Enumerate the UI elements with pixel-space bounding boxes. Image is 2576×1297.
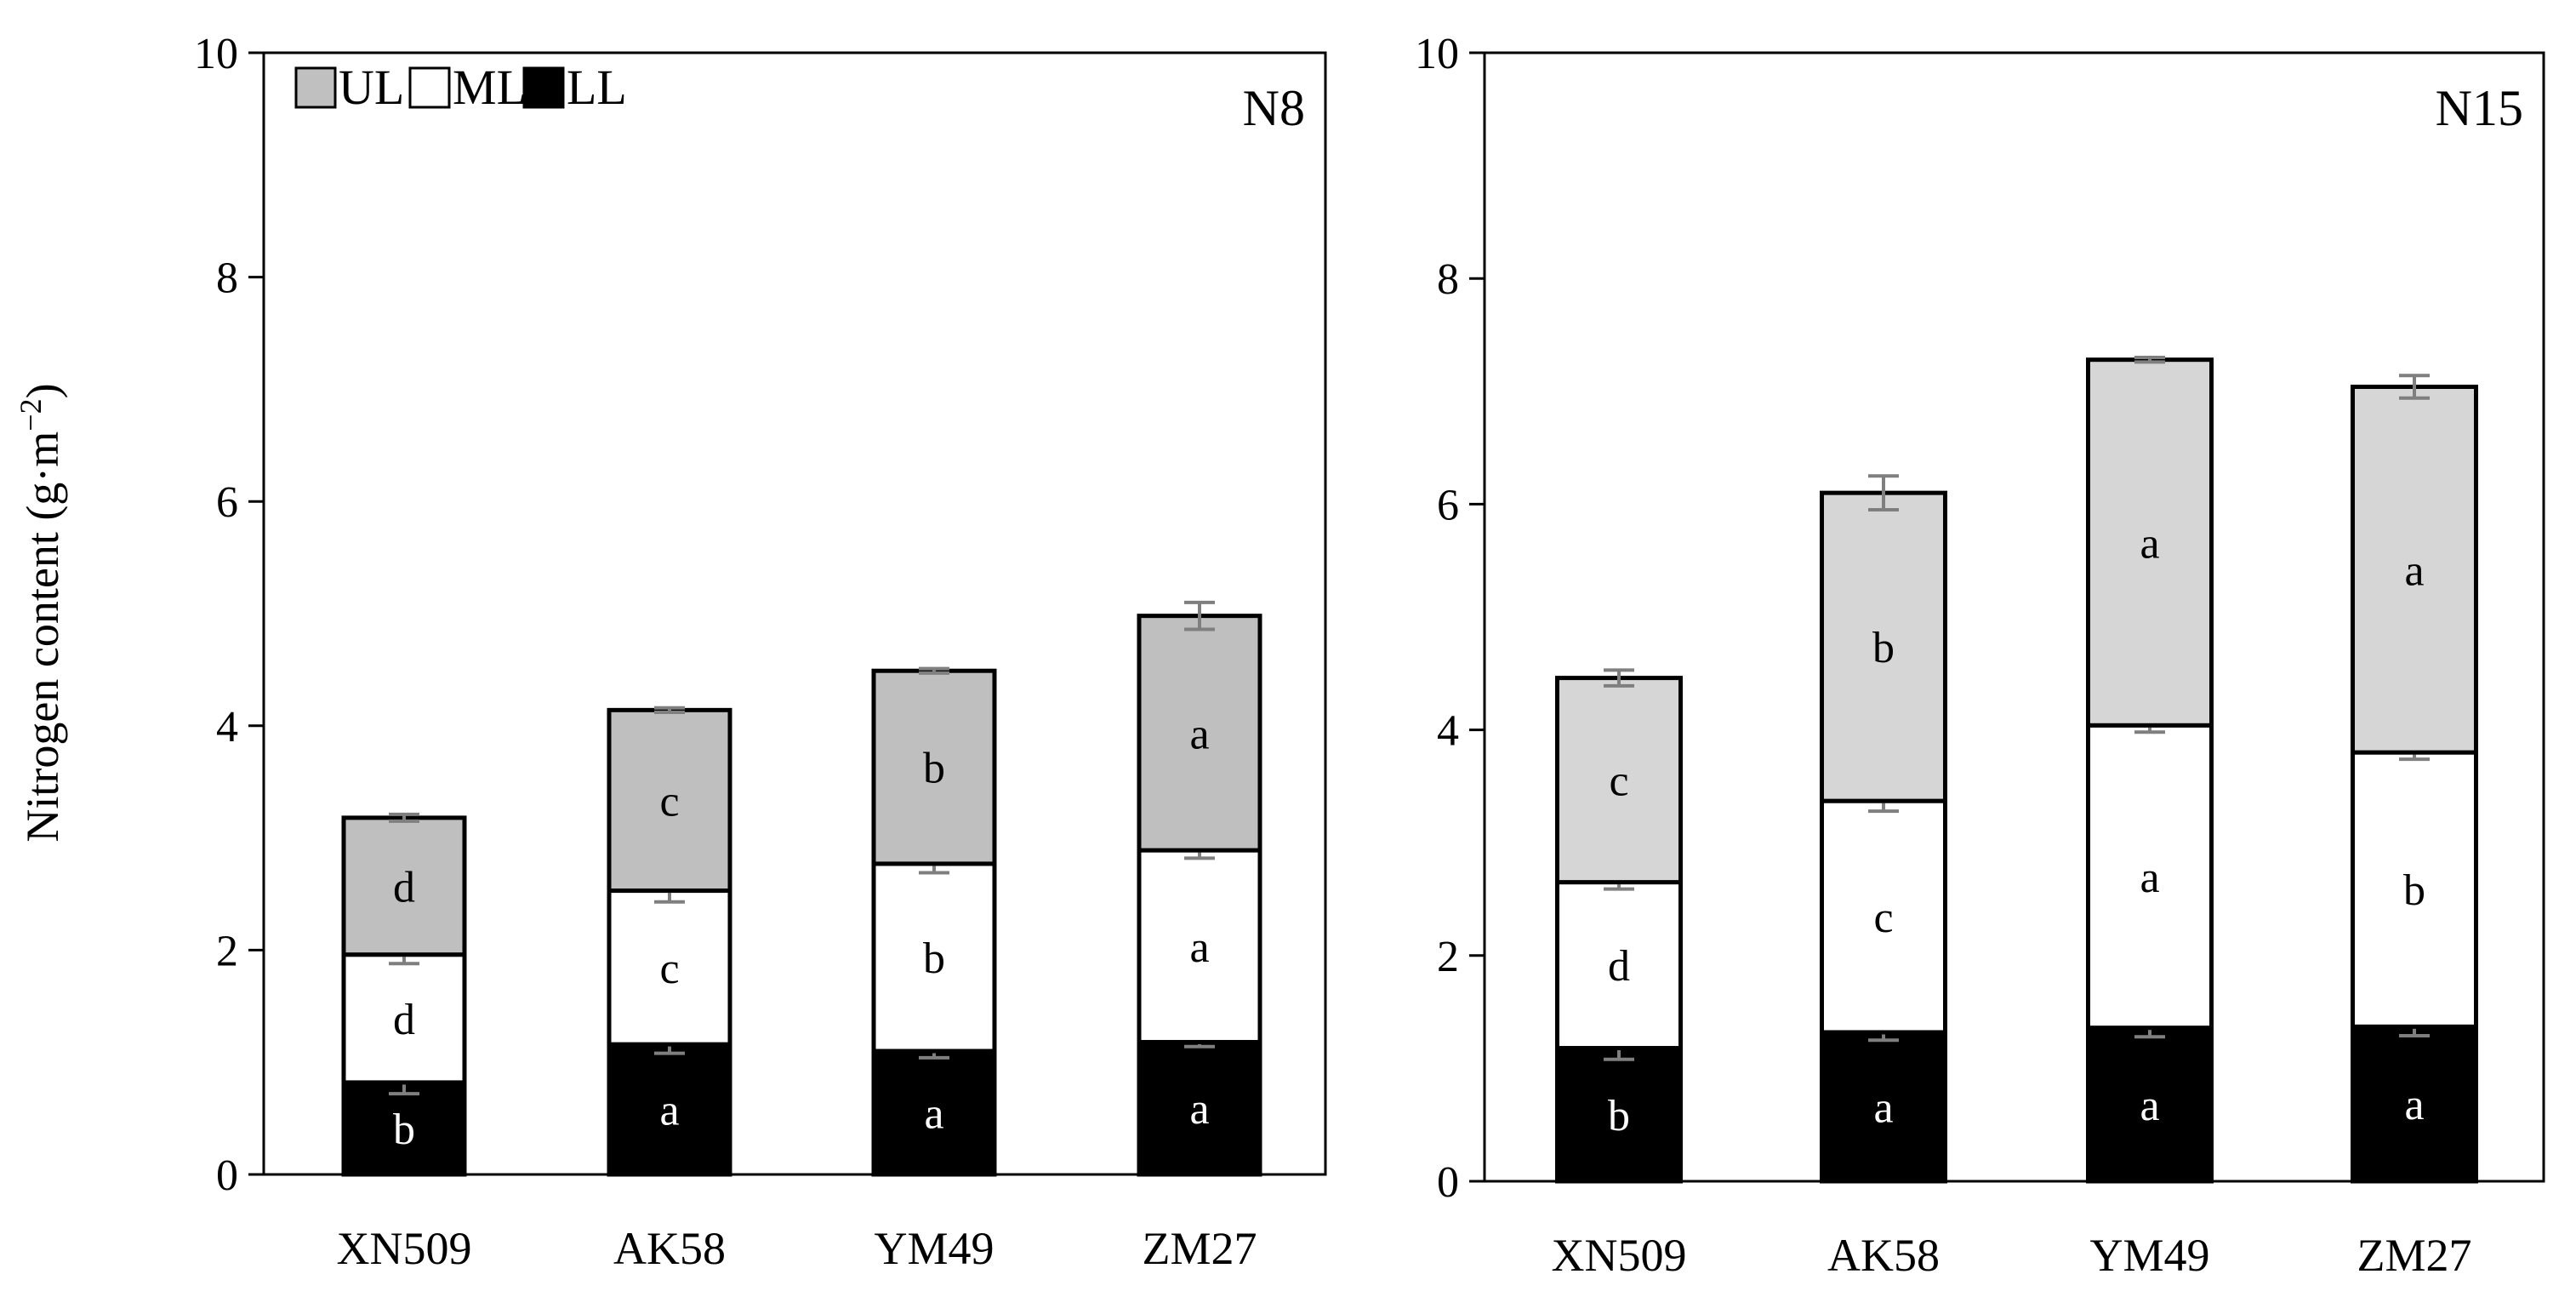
- data-label-ll: a: [924, 1090, 943, 1139]
- bar-ml-zm27: [2351, 750, 2478, 1029]
- data-label-ll: a: [1873, 1083, 1893, 1132]
- error-bar-ul: [1184, 600, 1215, 631]
- panel-title: N8: [1243, 80, 1305, 136]
- x-tick-label: AK58: [613, 1223, 726, 1274]
- data-label-ul: c: [659, 777, 679, 826]
- y-tick-label: 8: [1437, 255, 1459, 304]
- bar-ll-ak58: [1820, 1030, 1947, 1184]
- legend: UL ML LL: [294, 60, 627, 115]
- bar-ml-ak58: [1820, 798, 1947, 1035]
- legend-label-ul: UL: [339, 60, 404, 115]
- data-label-ul: b: [923, 745, 945, 793]
- data-label-ul: a: [1189, 710, 1209, 758]
- x-tick-label: XN509: [337, 1223, 472, 1274]
- plot-frame: [262, 51, 1327, 1176]
- y-tick-label: 6: [1437, 481, 1459, 529]
- bar-ul-ym49: [871, 668, 997, 866]
- bar-ml-xn509: [341, 952, 467, 1085]
- panel-title: N15: [2436, 80, 2523, 136]
- data-label-ul: a: [2404, 546, 2424, 595]
- legend-swatch-ll: [522, 66, 565, 109]
- y-tick-label: 4: [216, 703, 238, 751]
- error-bar-ul: [1868, 474, 1899, 512]
- bar-ml-ak58: [607, 888, 732, 1047]
- x-tick-label: YM49: [874, 1223, 994, 1274]
- error-bar-ul: [2399, 374, 2430, 400]
- x-tick-label: AK58: [1827, 1230, 1940, 1281]
- bar-ul-ak58: [607, 707, 732, 894]
- legend-swatch-ul: [294, 66, 337, 109]
- x-tick-label: ZM27: [2357, 1230, 2472, 1281]
- bar-ml-xn509: [1555, 880, 1683, 1051]
- bar-ul-xn509: [1555, 676, 1683, 885]
- x-tick-label: YM49: [2089, 1230, 2209, 1281]
- bar-ll-ak58: [607, 1042, 732, 1177]
- x-tick-label: XN509: [1552, 1230, 1687, 1281]
- error-bar-ul: [1604, 668, 1634, 688]
- y-tick-label: 10: [194, 30, 238, 78]
- y-tick-label: 0: [216, 1151, 238, 1200]
- plot-frame: [1483, 51, 2545, 1183]
- error-bar-ul: [654, 706, 685, 714]
- bar-ll-ym49: [871, 1048, 997, 1177]
- data-label-ll: a: [2404, 1081, 2424, 1129]
- error-bar-ul: [389, 812, 419, 823]
- legend-swatch-ml: [408, 66, 451, 109]
- y-tick-label: 10: [1415, 30, 1459, 78]
- data-label-ml: b: [2403, 866, 2425, 915]
- data-label-ul: b: [1872, 624, 1895, 672]
- legend-label-ll: LL: [567, 60, 627, 115]
- y-tick-label: 4: [1437, 707, 1459, 756]
- y-tick-label: 2: [216, 927, 238, 975]
- data-label-ml: a: [1189, 923, 1209, 972]
- data-label-ml: a: [2140, 854, 2159, 902]
- bar-ul-zm27: [1137, 614, 1262, 853]
- y-tick-label: 8: [216, 254, 238, 303]
- data-label-ul: a: [2140, 519, 2159, 568]
- data-label-ml: c: [659, 945, 679, 993]
- x-tick-label: ZM27: [1143, 1223, 1257, 1274]
- bar-ll-zm27: [1137, 1039, 1262, 1177]
- y-tick-label: 0: [1437, 1158, 1459, 1207]
- data-label-ll: b: [1608, 1092, 1630, 1140]
- panel-n8: 0 2 4 6 8 10 b d d XN509 a c c AK58 a b b YM49 a a a ZM27 N8 UL…: [194, 30, 1327, 1274]
- data-label-ll: b: [393, 1106, 415, 1154]
- data-label-ml: d: [393, 996, 415, 1044]
- data-label-ul: d: [393, 863, 415, 911]
- data-label-ll: a: [2140, 1082, 2159, 1130]
- error-bar-ul: [919, 666, 949, 675]
- bar-ll-zm27: [2351, 1024, 2478, 1184]
- legend-label-ml: ML: [453, 60, 527, 115]
- data-label-ll: a: [1189, 1085, 1209, 1134]
- bar-ul-ym49: [2086, 357, 2214, 728]
- error-bar-ul: [2134, 356, 2165, 364]
- y-tick-label: 6: [216, 478, 238, 527]
- y-axis-label: Nitrogen content (g·m−2): [14, 383, 68, 842]
- data-label-ul: c: [1609, 757, 1628, 806]
- data-label-ml: b: [923, 934, 945, 983]
- data-label-ll: a: [659, 1087, 679, 1135]
- data-label-ml: d: [1608, 942, 1630, 991]
- bar-ml-zm27: [1137, 848, 1262, 1044]
- bar-ll-xn509: [1555, 1046, 1683, 1184]
- data-label-ml: c: [1873, 894, 1893, 942]
- y-tick-label: 2: [1437, 933, 1459, 981]
- panel-n15: 0 2 4 6 8 10 b d c XN509 a c b AK58 a a a YM49 a b a ZM27 N15: [1415, 30, 2545, 1281]
